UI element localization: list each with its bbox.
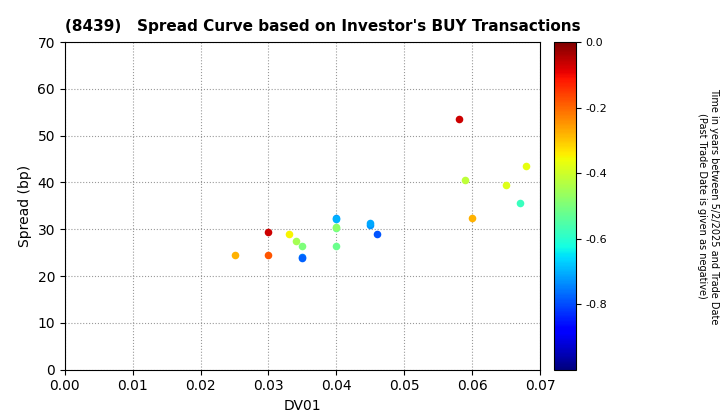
Point xyxy=(297,255,308,262)
Point xyxy=(330,223,342,230)
Point xyxy=(453,116,464,123)
Point xyxy=(500,181,512,188)
Point xyxy=(459,177,471,184)
Point xyxy=(372,231,383,237)
Y-axis label: Spread (bp): Spread (bp) xyxy=(18,165,32,247)
Point xyxy=(297,254,308,261)
Point xyxy=(330,214,342,221)
Point xyxy=(330,215,342,222)
Point xyxy=(330,225,342,231)
Y-axis label: Time in years between 5/2/2025 and Trade Date
(Past Trade Date is given as negat: Time in years between 5/2/2025 and Trade… xyxy=(697,88,719,324)
Point xyxy=(364,220,376,226)
Point xyxy=(364,221,376,228)
Point xyxy=(263,252,274,258)
Point xyxy=(290,238,302,244)
Point xyxy=(297,242,308,249)
Point xyxy=(263,229,274,236)
Point xyxy=(283,231,294,237)
Point xyxy=(330,242,342,249)
Point xyxy=(521,163,532,169)
Point xyxy=(467,214,478,221)
Text: (8439)   Spread Curve based on Investor's BUY Transactions: (8439) Spread Curve based on Investor's … xyxy=(65,19,580,34)
Point xyxy=(514,200,526,207)
X-axis label: DV01: DV01 xyxy=(284,399,321,413)
Point xyxy=(229,252,240,258)
